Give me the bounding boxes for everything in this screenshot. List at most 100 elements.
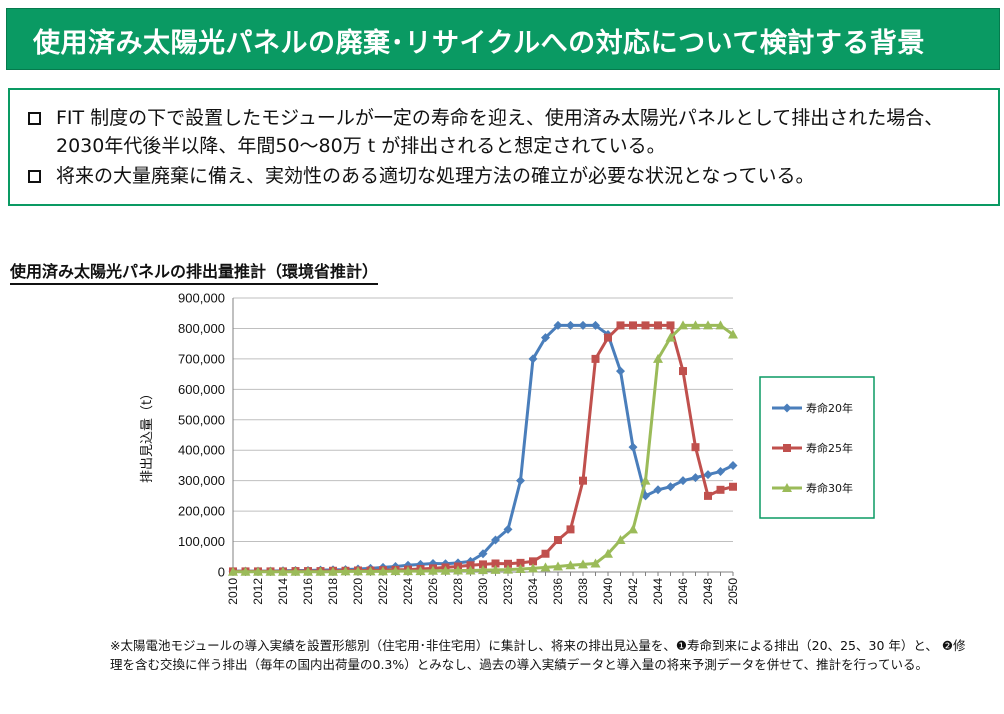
data-point [604,333,612,342]
data-point [490,564,501,574]
data-point [591,320,600,330]
data-point [228,566,238,576]
page-title: 使用済み太陽光パネルの廃棄･リサイクルへの対応について検討する背景 [33,28,925,59]
y-tick-label: 500,000 [178,412,225,427]
data-point [704,491,712,500]
data-point [628,442,638,452]
data-point [416,559,425,569]
data-point [679,367,687,376]
y-tick-label: 300,000 [178,473,225,488]
data-point [690,320,701,330]
data-point [566,525,575,534]
x-tick-labels: 2010 2012 2014 2016 2018 2020 2022 2024 2026 2028… [226,578,740,605]
data-point [703,320,713,330]
legend-swatch-marker [782,483,792,492]
x-tick-label: 2032 [501,578,515,605]
series-group [228,320,738,576]
data-point [715,320,726,330]
data-point [453,565,463,575]
x-tick-label: 2016 [301,578,315,605]
legend-label: 寿命20年 [806,401,853,415]
data-point [541,549,550,558]
data-point [365,566,376,576]
data-point [665,332,676,342]
data-point [541,333,550,343]
grid-lines [233,297,733,573]
data-point [616,366,625,376]
data-point [591,354,600,363]
x-tick-label: 2020 [351,578,365,605]
data-point [578,559,588,569]
data-point [503,564,513,574]
data-point [553,320,563,330]
data-point [528,354,538,364]
data-point [641,321,650,330]
data-point [253,566,263,576]
data-point [729,482,737,491]
data-point [691,473,700,483]
data-point [728,460,738,470]
bullet-item: 将来の大量廃棄に備え、実効性のある適切な処理方法の確立が必要な状況となっている。 [28,162,986,190]
y-tick-label: 700,000 [178,351,225,366]
data-point [390,566,401,576]
data-point [479,560,487,569]
data-point [303,566,313,576]
data-point [478,565,488,575]
bullet-text: 将来の大量廃棄に備え、実効性のある適切な処理方法の確立が必要な状況となっている。 [56,165,815,187]
data-point [278,566,288,576]
data-point [565,560,576,570]
data-point [516,476,525,486]
data-point [415,566,426,576]
x-tick-label: 2012 [251,578,265,605]
bullet-text: FIT 制度の下で設置したモジュールが一定の寿命を迎え、使用済み太陽光パネルとし… [56,107,944,157]
data-point [503,524,513,534]
data-point [666,321,675,330]
y-axis-label: 排出見込量（t） [140,387,155,483]
x-tick-label: 2042 [626,578,640,605]
data-point [353,566,363,576]
x-tick-label: 2034 [526,578,540,605]
axes [232,298,734,576]
square-bullet-icon [28,112,41,125]
data-point [491,535,500,545]
x-tick-label: 2046 [676,578,690,605]
x-tick-label: 2024 [401,578,415,605]
data-point [554,536,562,545]
y-tick-label: 100,000 [178,534,225,549]
legend-swatch-marker [782,403,792,413]
line-chart: 0 100,000 200,000 300,000 400,000 500,000 600,… [140,291,875,605]
x-tick-label: 2044 [651,578,665,605]
data-point [640,475,651,485]
legend-swatch-marker [783,444,791,452]
data-point [566,320,575,330]
summary-box: FIT 制度の下で設置したモジュールが一定の寿命を迎え、使用済み太陽光パネルとし… [8,88,1000,206]
y-tick-label: 200,000 [178,504,225,519]
x-tick-label: 2026 [426,578,440,605]
data-point [240,566,251,576]
data-point [716,485,725,494]
data-point [340,566,351,576]
data-point [628,524,638,534]
x-tick-label: 2022 [376,578,390,605]
y-tick-label: 400,000 [178,443,225,458]
y-tick-label: 0 [218,565,225,580]
data-point [328,566,338,576]
data-point [529,557,537,566]
data-point [579,476,587,485]
data-point [616,321,625,330]
data-point [440,565,451,575]
data-point [590,558,601,568]
data-point [504,559,512,568]
x-tick-label: 2028 [451,578,465,605]
data-point [553,561,563,571]
x-tick-label: 2018 [326,578,340,605]
data-point [654,321,662,330]
y-tick-label: 800,000 [178,321,225,336]
data-point [478,549,488,559]
series-triangle [228,320,738,576]
x-tick-label: 2050 [726,578,740,605]
data-point [528,563,538,573]
x-tick-label: 2036 [551,578,565,605]
x-tick-label: 2040 [601,578,615,605]
